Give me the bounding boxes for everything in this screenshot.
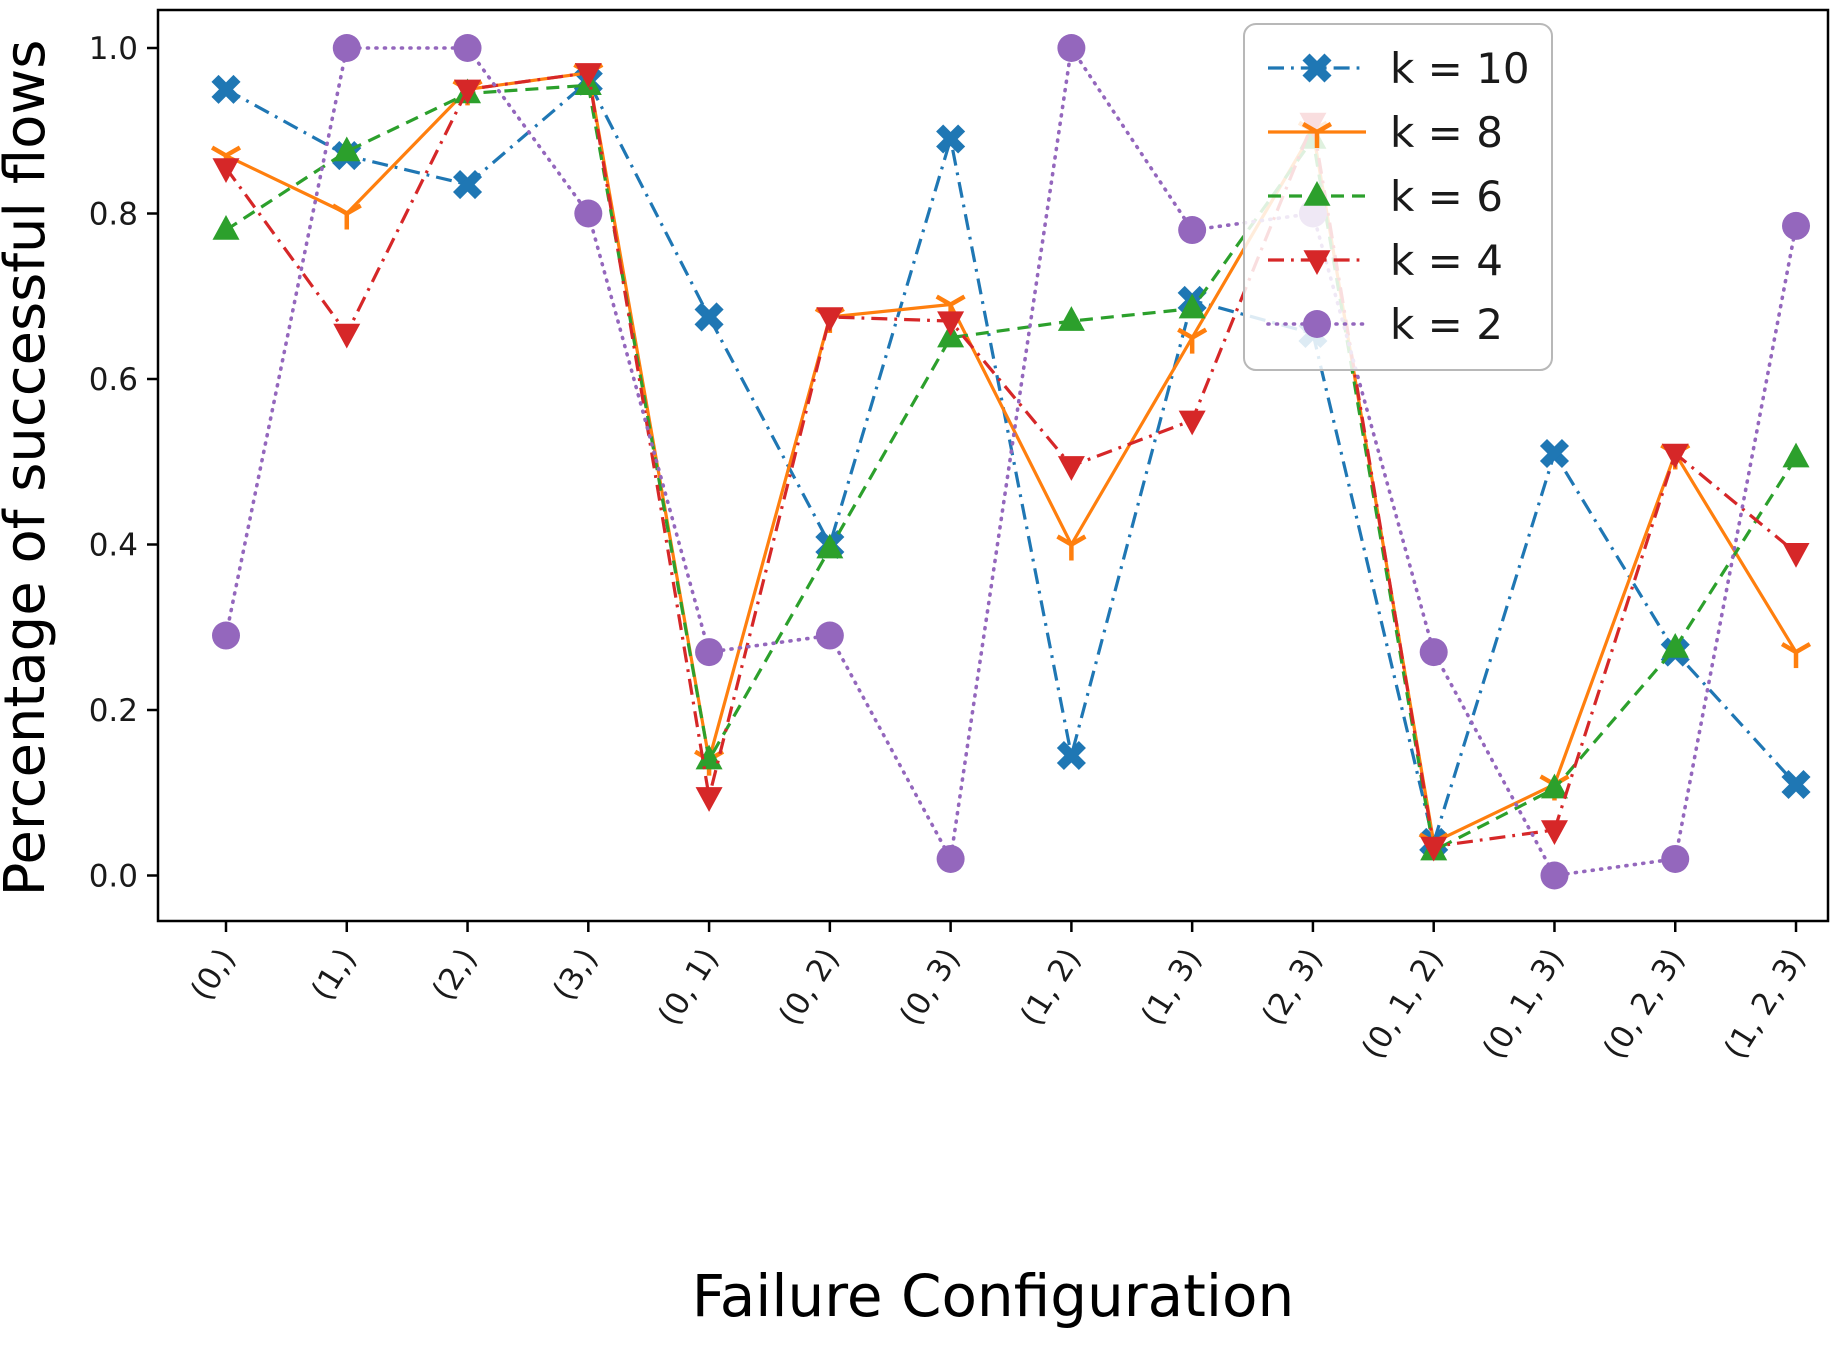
data-point-marker: [695, 638, 724, 667]
x-tick-label: (1, 3): [1134, 942, 1209, 1032]
legend-item-label: k = 6: [1390, 172, 1503, 221]
x-tick-label: (0, 1, 2): [1355, 942, 1451, 1065]
x-tick-label: (0, 2, 3): [1596, 942, 1692, 1065]
data-point-marker: [1057, 456, 1085, 481]
x-tick-label: (0, 3): [893, 942, 968, 1032]
series-line: [224, 46, 1798, 878]
data-point-marker: [1177, 327, 1208, 354]
x-tick-label: (2, 3): [1255, 942, 1330, 1032]
data-point-marker: [1661, 844, 1690, 873]
x-tick-label: (0, 2): [772, 942, 847, 1032]
data-point-marker: [574, 199, 603, 228]
x-tick-label: (1, 2): [1013, 942, 1088, 1032]
data-point-marker: [815, 621, 844, 650]
data-point-marker: [574, 63, 602, 88]
legend-item: k = 8: [1268, 108, 1503, 157]
data-point-marker: [211, 74, 241, 104]
series-line: [225, 83, 1798, 853]
series-group: [210, 34, 1812, 890]
series-k=4: [212, 63, 1810, 862]
data-point-marker: [333, 323, 361, 349]
data-point-marker: [1782, 543, 1810, 568]
plot-border: [156, 8, 1830, 923]
data-point-marker: [212, 215, 240, 240]
series-line: [225, 79, 1798, 845]
data-point-marker: [1782, 442, 1810, 468]
x-tick-label: (0, 1): [651, 942, 726, 1032]
x-tick-label: (2,): [425, 942, 484, 1007]
data-point-marker: [1540, 861, 1569, 890]
x-tick-label: (3,): [546, 942, 605, 1007]
y-tick-label: 0.8: [89, 197, 138, 233]
data-point-marker: [331, 203, 362, 230]
data-point-marker: [1420, 836, 1448, 862]
legend-item-label: k = 4: [1390, 236, 1503, 285]
data-point-marker: [1540, 773, 1568, 799]
data-point-marker: [212, 621, 240, 650]
data-point-marker: [1178, 293, 1206, 319]
data-point-marker: [816, 307, 844, 332]
data-point-marker: [1781, 769, 1811, 800]
data-point-marker: [1056, 740, 1086, 771]
x-tick-label: (1, 2, 3): [1717, 942, 1813, 1065]
series-k=2: [212, 34, 1811, 890]
data-point-marker: [1661, 443, 1689, 469]
x-axis-label: Failure Configuration: [692, 1262, 1295, 1330]
legend-item-label: k = 8: [1390, 108, 1503, 157]
data-point-marker: [1661, 632, 1689, 658]
legend-item: k = 10: [1268, 44, 1530, 93]
data-point-marker: [454, 79, 482, 105]
data-point-marker: [1057, 306, 1085, 331]
legend-item-label: k = 10: [1390, 44, 1530, 93]
legend-box: [1243, 23, 1553, 371]
data-point-marker: [1782, 211, 1811, 240]
data-point-marker: [936, 124, 966, 154]
data-point-marker: [1057, 34, 1086, 62]
data-point-marker: [453, 34, 482, 62]
data-point-marker: [332, 34, 361, 62]
data-point-marker: [453, 170, 483, 200]
y-tick-label: 0.4: [89, 528, 138, 564]
data-point-marker: [1178, 410, 1206, 436]
data-point-marker: [936, 844, 965, 873]
y-tick-label: 1.0: [89, 31, 138, 67]
data-point-marker: [212, 158, 240, 183]
legend-item: k = 2: [1266, 300, 1503, 349]
data-point-marker: [1178, 216, 1207, 245]
series-line: [224, 71, 1798, 849]
y-tick-label: 0.0: [89, 859, 138, 895]
series-k=6: [212, 70, 1810, 861]
axes: 0.0 0.2 0.4 0.6 0.8 1.0 (0,) (1,) (2,) (3,) (0, 1)…: [89, 8, 1830, 1065]
data-point-marker: [1419, 638, 1448, 667]
y-axis-label: Percentage of successful flows: [0, 40, 58, 897]
data-point-marker: [694, 302, 724, 332]
data-point-marker: [816, 533, 844, 559]
x-tick-label: (0, 1, 3): [1476, 942, 1572, 1065]
y-tick-label: 0.6: [89, 362, 138, 398]
data-point-marker: [937, 311, 965, 337]
x-tick-label: (1,): [305, 942, 364, 1007]
data-point-marker: [333, 136, 361, 162]
y-tick-label: 0.2: [89, 693, 138, 729]
legend-item-label: k = 2: [1390, 300, 1503, 349]
legend-item: k = 4: [1268, 236, 1503, 285]
data-point-marker: [695, 744, 723, 770]
data-point-marker: [1056, 534, 1087, 561]
legend: k = 10 k = 8 k = 6 k = 4 k = 2: [1243, 23, 1553, 371]
data-point-marker: [1780, 642, 1812, 669]
x-tick-label: (0,): [184, 942, 243, 1007]
data-point-marker: [695, 787, 723, 812]
data-point-marker: [1540, 820, 1568, 845]
data-point-marker: [1539, 438, 1570, 469]
legend-item: k = 6: [1268, 172, 1503, 221]
